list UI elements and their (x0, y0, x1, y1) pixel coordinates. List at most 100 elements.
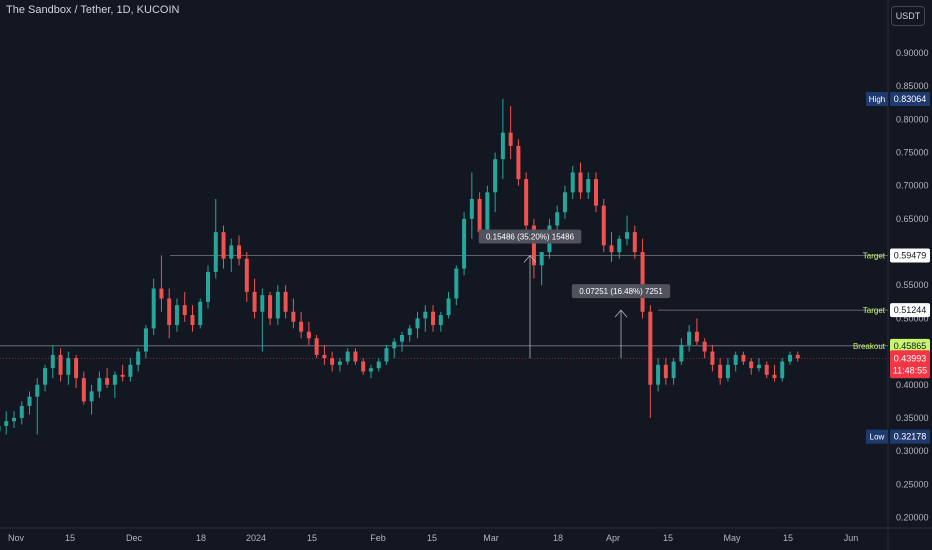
candle-body (345, 351, 350, 362)
y-tick-label: 0.70000 (896, 181, 929, 191)
candle-body (795, 354, 800, 359)
currency-button[interactable]: USDT (891, 6, 925, 26)
x-tick-label: 15 (663, 533, 673, 543)
candle-body (252, 291, 257, 312)
candle-body (586, 179, 591, 193)
level-label: Target (863, 252, 886, 261)
candle-body (625, 232, 630, 239)
level-price-value: 0.51244 (894, 305, 927, 315)
candle-body (609, 245, 614, 253)
candle-body (500, 132, 505, 160)
candle-body (136, 351, 141, 365)
level-price-box (890, 303, 930, 318)
candle-body (43, 368, 48, 385)
candle-body (229, 245, 234, 259)
candle-body (198, 301, 203, 326)
x-tick-label: 15 (65, 533, 75, 543)
candle-body (663, 364, 668, 379)
candle-body (260, 295, 265, 312)
candle-body (531, 225, 536, 266)
high-label: High (869, 95, 885, 104)
candle-body (671, 361, 676, 379)
candle-body (237, 245, 242, 259)
high-label-box (866, 92, 888, 107)
candle-body (702, 341, 707, 352)
candle-body (601, 205, 606, 246)
candle-body (128, 364, 133, 377)
x-tick-label: 15 (427, 533, 437, 543)
candle-body (570, 172, 575, 193)
candle-body (454, 268, 459, 299)
candle-body (656, 364, 661, 385)
low-price-box (890, 429, 930, 444)
candle-body (291, 311, 296, 322)
candle-body (431, 311, 436, 326)
candle-body (283, 291, 288, 312)
y-tick-label: 0.25000 (896, 479, 929, 489)
candle-body (12, 417, 16, 422)
candle-body (516, 145, 521, 180)
candle-body (190, 315, 195, 326)
candle-body (594, 179, 598, 206)
x-tick-label: 18 (196, 533, 206, 543)
level-label: Breakout (853, 342, 886, 351)
candle-body (477, 198, 482, 233)
candle-body (733, 354, 738, 365)
x-tick-label: Nov (8, 533, 25, 543)
measure-label: 0.15486 (35.20%) 15486 (486, 233, 575, 242)
chart-title: The Sandbox / Tether, 1D, KUCOIN (6, 4, 180, 16)
candle-body (206, 271, 210, 302)
low-label: Low (870, 433, 885, 442)
last-price-box (890, 350, 930, 379)
candle-body (27, 396, 32, 406)
candle-body (244, 258, 249, 292)
candle-body (74, 358, 79, 379)
y-tick-label: 0.85000 (896, 81, 929, 91)
low-label-box (866, 429, 888, 444)
candle-body (788, 354, 792, 362)
y-tick-label: 0.30000 (896, 446, 929, 456)
candle-body (368, 368, 373, 372)
candle-body (19, 405, 24, 418)
candle-body (562, 192, 567, 213)
y-tick-label: 0.50000 (896, 313, 929, 323)
candle-body (555, 212, 560, 226)
level-label: Target (863, 306, 886, 315)
x-tick-label: Mar (483, 533, 499, 543)
candle-body (493, 159, 498, 193)
candle-body (400, 334, 404, 342)
x-tick-label: 18 (553, 533, 563, 543)
candle-body (81, 378, 86, 402)
candle-body (725, 364, 730, 379)
candle-body (679, 344, 684, 362)
candle-body (174, 305, 179, 326)
x-tick-label: Feb (370, 533, 386, 543)
y-tick-label: 0.40000 (896, 380, 929, 390)
candle-body (330, 358, 335, 365)
level-price-box (890, 248, 930, 263)
candle-body (376, 361, 381, 369)
x-tick-label: Jun (844, 533, 859, 543)
candle-body (469, 198, 474, 219)
low-price-value: 0.32178 (894, 432, 927, 442)
measure-label-box (478, 229, 582, 244)
candle-body (35, 384, 40, 397)
candle-body (462, 218, 467, 269)
candle-body (578, 172, 583, 193)
measure-label: 0.07251 (16.48%) 7251 (579, 287, 663, 296)
candle-body (508, 132, 513, 146)
y-tick-label: 0.65000 (896, 214, 929, 224)
candle-body (58, 354, 63, 375)
candle-body (105, 378, 110, 385)
x-tick-label: 15 (307, 533, 317, 543)
candle-body (741, 354, 746, 362)
x-tick-label: 2024 (246, 533, 266, 543)
y-tick-label: 0.90000 (896, 48, 929, 58)
candle-body (446, 298, 451, 316)
candle-body (617, 238, 622, 253)
candle-body (361, 361, 366, 372)
candle-body (275, 291, 280, 319)
candle-body (322, 354, 327, 359)
y-tick-label: 0.55000 (896, 280, 929, 290)
